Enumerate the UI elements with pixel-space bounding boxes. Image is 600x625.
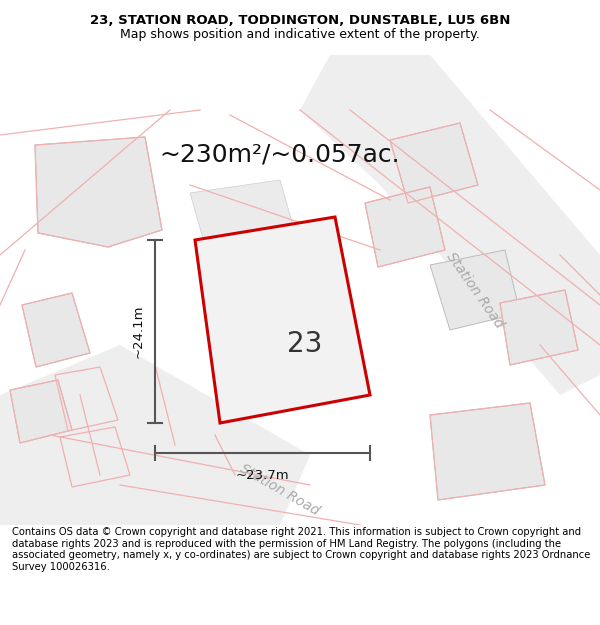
Text: ~24.1m: ~24.1m bbox=[132, 305, 145, 358]
Text: Station Road: Station Road bbox=[238, 462, 322, 518]
Text: Station Road: Station Road bbox=[444, 249, 506, 331]
Polygon shape bbox=[430, 403, 545, 500]
Text: Contains OS data © Crown copyright and database right 2021. This information is : Contains OS data © Crown copyright and d… bbox=[12, 527, 590, 572]
Polygon shape bbox=[35, 137, 162, 247]
Text: 23: 23 bbox=[287, 330, 323, 357]
Polygon shape bbox=[365, 187, 445, 267]
Polygon shape bbox=[300, 55, 600, 395]
Text: ~230m²/~0.057ac.: ~230m²/~0.057ac. bbox=[160, 143, 400, 167]
Polygon shape bbox=[195, 217, 370, 423]
Polygon shape bbox=[235, 253, 330, 333]
Text: ~23.7m: ~23.7m bbox=[236, 469, 289, 482]
Text: Map shows position and indicative extent of the property.: Map shows position and indicative extent… bbox=[120, 28, 480, 41]
Polygon shape bbox=[500, 290, 578, 365]
Polygon shape bbox=[22, 293, 90, 367]
Polygon shape bbox=[10, 380, 72, 443]
Text: 23, STATION ROAD, TODDINGTON, DUNSTABLE, LU5 6BN: 23, STATION ROAD, TODDINGTON, DUNSTABLE,… bbox=[90, 14, 510, 27]
Polygon shape bbox=[0, 345, 310, 525]
Polygon shape bbox=[430, 250, 520, 330]
Polygon shape bbox=[390, 123, 478, 203]
Polygon shape bbox=[190, 180, 300, 263]
